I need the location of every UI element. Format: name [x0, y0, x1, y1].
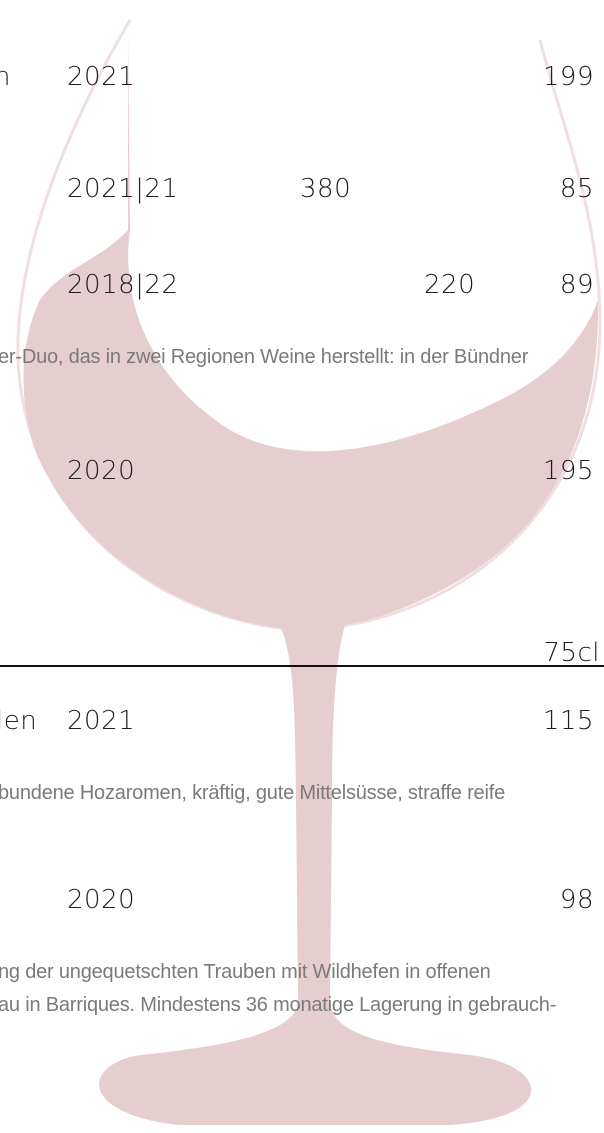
description: bundene Hozaromen, kräftig, gute Mittels… [0, 782, 505, 804]
vintage: 2021 [67, 706, 136, 736]
unit-label: 75cl [543, 638, 600, 668]
wine-name: len [0, 706, 38, 736]
vintage: 2021|21 [67, 174, 179, 204]
vintage: 2020 [67, 456, 136, 486]
description: au in Barriques. Mindestens 36 monatige … [0, 994, 557, 1016]
description: ng der ungequetschten Trauben mit Wildhe… [0, 961, 491, 983]
price: 89 [559, 270, 594, 300]
price: 199 [542, 62, 594, 92]
price: 85 [559, 174, 594, 204]
glass-stem [99, 625, 532, 1125]
price: 115 [542, 706, 594, 736]
price: 98 [559, 885, 594, 915]
volume: 380 [300, 174, 352, 204]
divider [0, 665, 604, 667]
description: er-Duo, das in zwei Regionen Weine herst… [0, 346, 529, 368]
vintage: 2021 [67, 62, 136, 92]
wine-fill [23, 30, 599, 630]
volume: 220 [424, 270, 476, 300]
vintage: 2018|22 [67, 270, 179, 300]
wine-name: n [0, 62, 11, 92]
vintage: 2020 [67, 885, 136, 915]
price: 195 [542, 456, 594, 486]
